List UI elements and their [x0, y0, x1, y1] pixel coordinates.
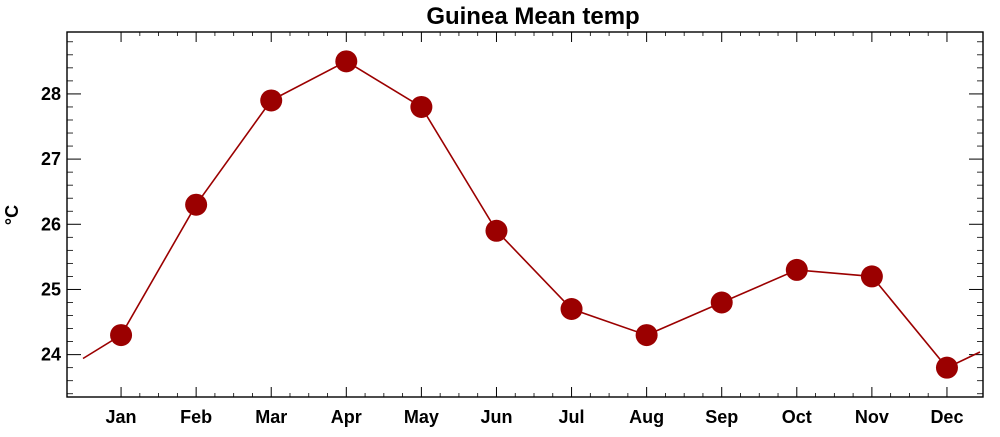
x-tick-label: Aug	[629, 407, 664, 427]
axis-ticks	[67, 32, 983, 397]
y-tick-label: 26	[41, 214, 61, 234]
x-tick-label: Sep	[705, 407, 738, 427]
series-line	[82, 60, 981, 369]
plot-border	[66, 31, 984, 398]
x-tick-label: Dec	[930, 407, 963, 427]
data-point	[710, 291, 733, 314]
data-point	[560, 298, 583, 321]
chart-title: Guinea Mean temp	[426, 3, 639, 30]
y-tick-label: 24	[41, 345, 61, 365]
data-point	[635, 324, 658, 347]
x-tick-label: Jan	[106, 407, 137, 427]
x-tick-label: Jun	[480, 407, 512, 427]
data-point	[935, 356, 958, 379]
data-point	[785, 258, 808, 281]
x-tick-label: Feb	[180, 407, 212, 427]
x-tick-label: Mar	[255, 407, 287, 427]
data-point	[260, 89, 283, 112]
x-tick-label: Jul	[559, 407, 585, 427]
series-layer	[82, 50, 981, 379]
data-point	[485, 219, 508, 242]
x-tick-label: Apr	[331, 407, 362, 427]
y-tick-label: 27	[41, 149, 61, 169]
data-point	[110, 324, 133, 347]
y-tick-label: 28	[41, 84, 61, 104]
y-tick-label: 25	[41, 279, 61, 299]
x-tick-label: Oct	[782, 407, 812, 427]
data-point	[185, 193, 208, 216]
data-point	[335, 50, 358, 73]
data-point	[410, 95, 433, 118]
plot-frame	[66, 31, 984, 398]
data-point	[860, 265, 883, 288]
axis-tick-labels: Jan Feb Mar Apr May Jun Jul Aug Sep Oct Nov Dec 24 25…	[41, 84, 964, 427]
y-axis-label: °C	[2, 205, 22, 225]
x-tick-label: May	[404, 407, 439, 427]
x-tick-label: Nov	[855, 407, 889, 427]
